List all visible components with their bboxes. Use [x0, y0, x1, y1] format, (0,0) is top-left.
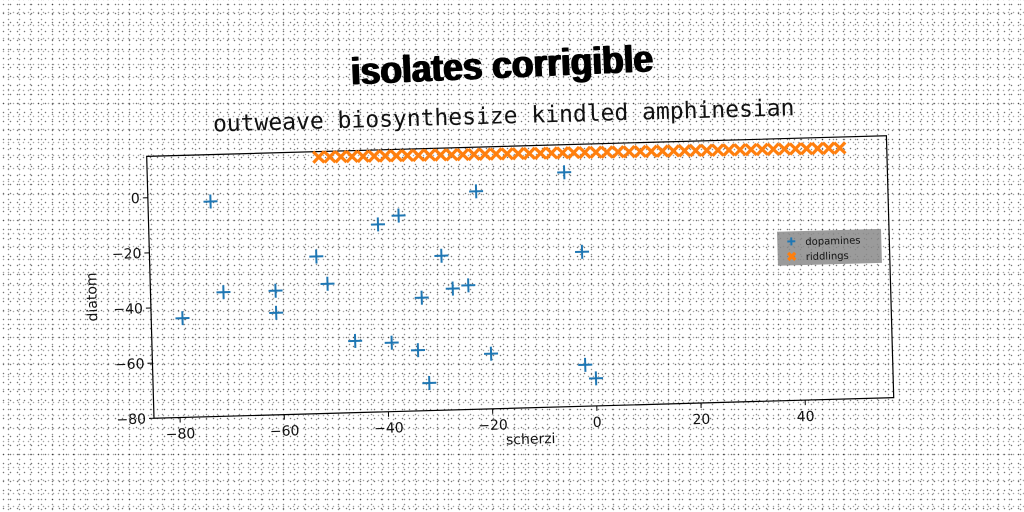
data-point-riddlings [744, 142, 758, 157]
y-tick-label: −80 [116, 412, 146, 429]
data-point-riddlings [311, 150, 326, 164]
x-tick-label: 20 [692, 412, 710, 428]
data-point-riddlings [755, 142, 769, 157]
data-point-dopamines [557, 165, 572, 180]
data-point-dopamines [175, 311, 190, 326]
data-point-riddlings [633, 144, 648, 159]
chart-title: outweave biosynthesize kindled amphinesi… [213, 95, 795, 137]
data-point-riddlings [400, 148, 415, 163]
data-point-riddlings [810, 141, 825, 156]
data-point-dopamines [588, 371, 604, 386]
data-point-riddlings [589, 145, 603, 160]
data-point-riddlings [611, 145, 625, 159]
data-point-riddlings [544, 146, 559, 160]
data-point-dopamines [203, 194, 218, 209]
legend-marker-dopamines [787, 237, 796, 246]
data-point-dopamines [309, 249, 324, 264]
data-point-riddlings [578, 145, 592, 160]
data-point-riddlings [622, 144, 636, 159]
data-point-riddlings [788, 142, 803, 156]
data-point-riddlings [833, 141, 847, 155]
data-point-dopamines [434, 248, 449, 263]
data-point-riddlings [644, 144, 659, 159]
data-point-dopamines [422, 375, 437, 391]
data-point-riddlings [456, 147, 470, 162]
data-point-dopamines [484, 346, 499, 361]
x-tick-label: −40 [374, 420, 404, 437]
data-point-riddlings [799, 141, 814, 156]
data-point-riddlings [389, 148, 404, 163]
data-point-riddlings [378, 149, 393, 163]
data-point-riddlings [445, 148, 459, 162]
y-axis-label: diatom [84, 272, 101, 321]
y-tick-label: 0 [131, 191, 140, 207]
x-tick-label: 40 [796, 409, 814, 425]
data-point-riddlings [766, 142, 781, 156]
x-axis-label: scherzi [506, 431, 556, 448]
data-point-riddlings [522, 146, 537, 161]
data-point-riddlings [500, 147, 514, 161]
data-point-riddlings [711, 143, 725, 157]
data-point-riddlings [411, 148, 426, 163]
data-point-riddlings [367, 149, 381, 163]
x-axis-ticks: −80 −60 −40 −20 0 20 40 [166, 400, 815, 443]
data-point-dopamines [320, 276, 335, 291]
data-point-riddlings [533, 146, 548, 160]
data-point-dopamines [445, 281, 460, 296]
data-point-riddlings [666, 144, 681, 158]
data-point-riddlings [700, 143, 714, 158]
legend-label-dopamines: dopamines [805, 235, 860, 248]
data-point-riddlings [334, 149, 348, 164]
data-point-riddlings [323, 150, 337, 164]
data-point-riddlings [467, 147, 481, 162]
data-point-riddlings [555, 146, 570, 160]
data-point-riddlings [566, 145, 581, 160]
legend-box [777, 228, 882, 266]
data-point-riddlings [688, 143, 703, 158]
y-tick-label: −40 [113, 301, 143, 318]
plot-area-frame [146, 135, 895, 419]
legend: dopamines riddlings [777, 228, 882, 266]
data-point-dopamines [461, 278, 476, 293]
legend-label-riddlings: riddlings [806, 251, 849, 263]
data-point-dopamines [216, 285, 231, 300]
data-point-riddlings [511, 146, 526, 161]
data-point-riddlings [821, 141, 836, 155]
data-point-dopamines [269, 305, 284, 320]
data-point-riddlings [433, 148, 448, 162]
data-point-riddlings [777, 142, 792, 156]
x-tick-label: −60 [270, 423, 300, 440]
y-tick-label: −20 [112, 246, 142, 263]
data-point-dopamines [370, 217, 385, 232]
data-point-riddlings [356, 149, 370, 164]
data-point-riddlings [722, 143, 736, 157]
y-tick-label: −60 [115, 356, 145, 373]
data-point-riddlings [489, 147, 503, 161]
data-point-riddlings [600, 145, 614, 159]
x-tick-label: 0 [593, 415, 602, 431]
data-point-riddlings [478, 147, 492, 161]
data-point-dopamines [384, 335, 399, 350]
data-point-dopamines [348, 333, 363, 348]
data-point-riddlings [422, 148, 437, 162]
legend-marker-riddlings [787, 251, 797, 262]
data-point-dopamines [414, 290, 429, 305]
data-point-riddlings [655, 144, 670, 158]
series-layer [175, 141, 847, 391]
data-point-riddlings [345, 149, 359, 164]
data-point-riddlings [733, 143, 747, 157]
data-point-dopamines [469, 184, 484, 199]
data-point-dopamines [578, 357, 593, 372]
data-point-dopamines [575, 244, 590, 259]
x-tick-label: −80 [166, 426, 196, 443]
data-point-dopamines [410, 343, 425, 358]
data-point-dopamines [268, 283, 283, 298]
y-axis-ticks: −80 −60 −40 −20 0 [112, 191, 155, 429]
data-point-riddlings [677, 143, 692, 158]
data-point-dopamines [391, 208, 406, 223]
x-tick-label: −20 [478, 417, 508, 434]
